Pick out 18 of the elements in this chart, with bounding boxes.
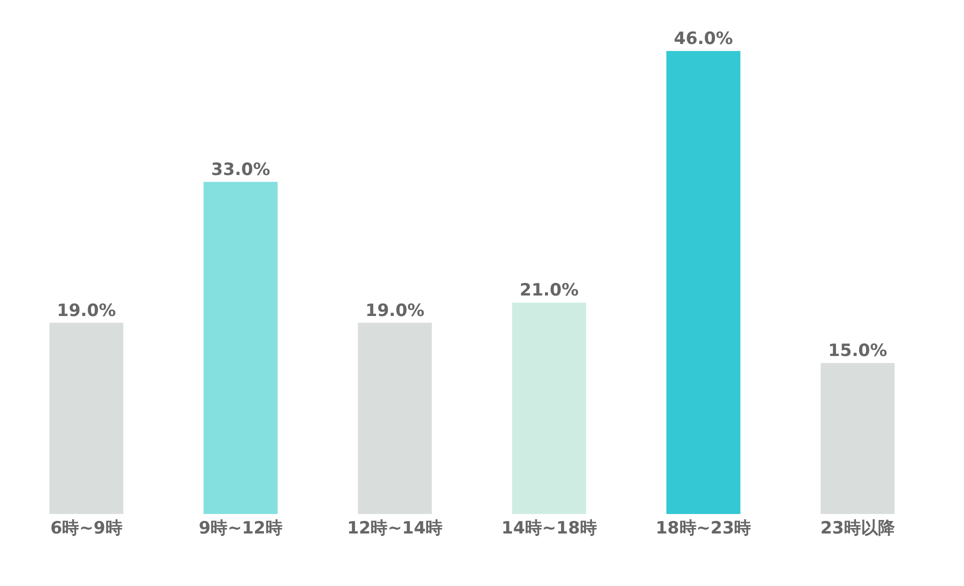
data-label: 21.0% bbox=[520, 280, 579, 301]
x-tick-label: 23時以降 bbox=[820, 518, 896, 538]
data-label: 33.0% bbox=[211, 160, 270, 180]
x-tick-label: 18時~23時 bbox=[656, 518, 752, 538]
x-tick-label: 6時~9時 bbox=[50, 518, 122, 538]
x-tick-label: 9時~12時 bbox=[198, 518, 282, 538]
bar bbox=[358, 322, 432, 514]
bar bbox=[204, 182, 278, 514]
bar bbox=[666, 51, 740, 514]
data-label: 19.0% bbox=[56, 300, 116, 321]
x-tick-label: 12時~14時 bbox=[347, 518, 443, 538]
bar bbox=[49, 322, 124, 514]
x-tick-label: 14時~18時 bbox=[501, 518, 597, 538]
data-label: 46.0% bbox=[674, 29, 733, 49]
data-label: 19.0% bbox=[365, 300, 424, 321]
data-label: 15.0% bbox=[828, 341, 888, 362]
bar bbox=[512, 302, 586, 514]
bar bbox=[820, 363, 895, 514]
